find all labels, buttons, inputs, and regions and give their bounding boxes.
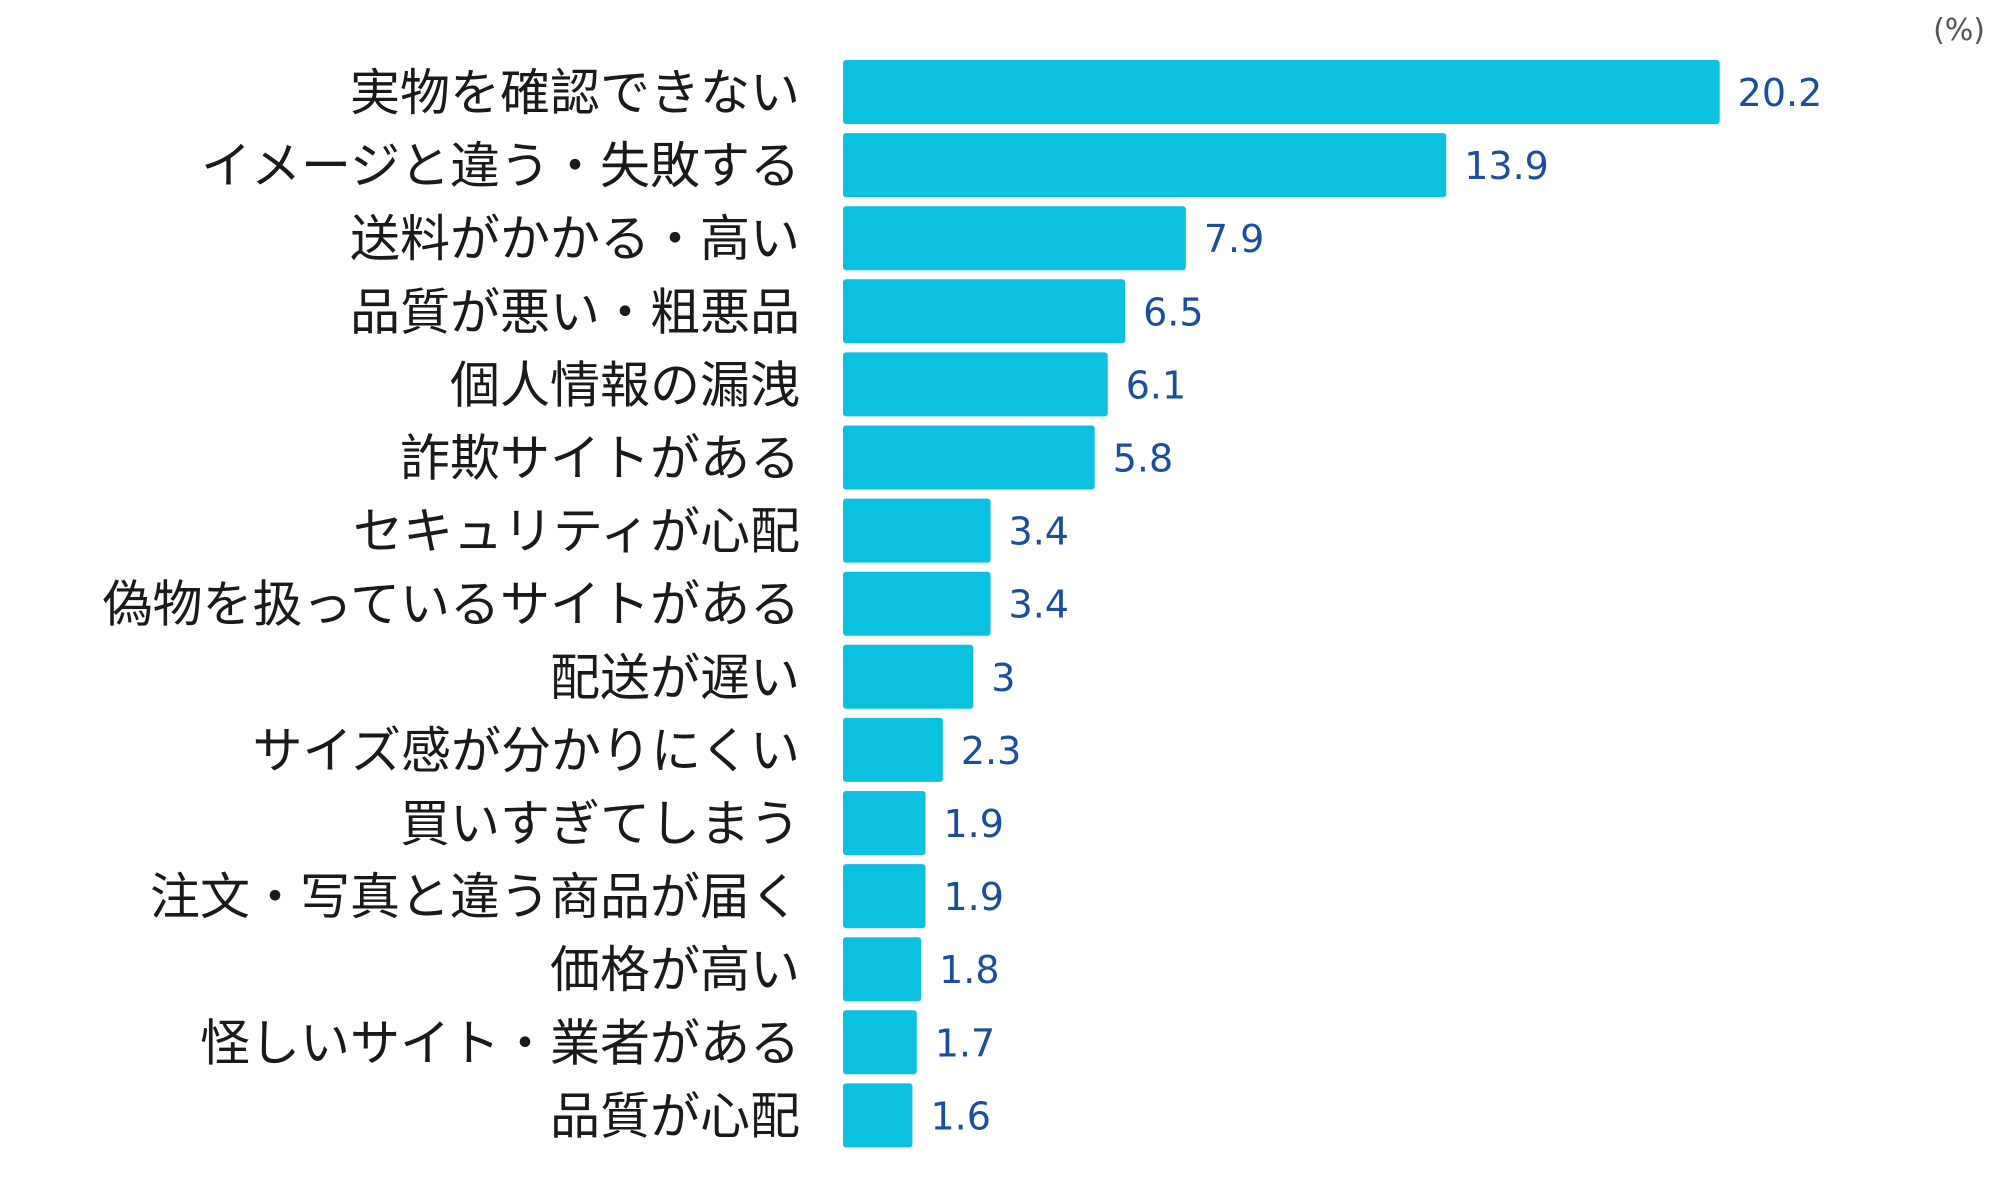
category-label: 送料がかかる・高い xyxy=(350,210,800,268)
unit-label: (%) xyxy=(1933,13,1985,48)
value-label: 1.9 xyxy=(943,875,1003,919)
category-label: 注文・写真と違う商品が届く xyxy=(150,868,800,926)
bar xyxy=(843,717,943,782)
value-label: 3 xyxy=(991,656,1015,700)
value-label: 6.1 xyxy=(1126,363,1186,407)
value-label: 3.4 xyxy=(1009,510,1069,554)
bar xyxy=(843,425,1095,490)
bar xyxy=(843,279,1126,344)
bar xyxy=(843,498,991,563)
bar xyxy=(843,644,974,709)
bar xyxy=(843,60,1720,124)
value-label: 20.2 xyxy=(1738,71,1823,115)
bar xyxy=(843,791,926,855)
category-label: セキュリティが心配 xyxy=(353,503,800,561)
category-label: 詐欺サイトがある xyxy=(400,430,800,488)
value-label: 1.8 xyxy=(939,948,999,992)
category-label: 偽物を扱っているサイトがある xyxy=(103,576,801,634)
bar xyxy=(843,352,1108,417)
value-label: 5.8 xyxy=(1113,437,1173,481)
category-label: 品質が悪い・粗悪品 xyxy=(350,283,800,341)
category-label: サイズ感が分かりにくい xyxy=(253,722,801,780)
bar xyxy=(843,937,922,1002)
category-label: 怪しいサイト・業者がある xyxy=(200,1014,800,1072)
category-label: 価格が高い xyxy=(550,941,800,999)
category-label: 品質が心配 xyxy=(550,1087,800,1145)
bar xyxy=(843,1010,917,1075)
category-label: イメージと違う・失敗する xyxy=(201,137,800,195)
value-label: 1.6 xyxy=(930,1094,990,1138)
value-label: 13.9 xyxy=(1464,144,1549,188)
value-label: 1.7 xyxy=(935,1021,995,1065)
bar xyxy=(843,571,991,636)
bar xyxy=(843,133,1447,198)
bars-layer: 実物を確認できない 20.2 イメージと違う・失敗する 13.9 送料がかかる・高い 7.… xyxy=(103,60,1823,1148)
bar xyxy=(843,1083,913,1148)
bar xyxy=(843,206,1186,271)
value-label: 6.5 xyxy=(1143,290,1203,334)
category-label: 個人情報の漏洩 xyxy=(450,356,800,414)
value-label: 1.9 xyxy=(943,802,1003,846)
value-label: 3.4 xyxy=(1009,583,1069,627)
category-label: 買いすぎてしまう xyxy=(400,795,800,853)
category-label: 実物を確認できない xyxy=(350,64,800,122)
category-label: 配送が遅い xyxy=(550,649,800,707)
value-label: 7.9 xyxy=(1204,217,1264,261)
bar xyxy=(843,864,926,929)
value-label: 2.3 xyxy=(961,729,1021,773)
